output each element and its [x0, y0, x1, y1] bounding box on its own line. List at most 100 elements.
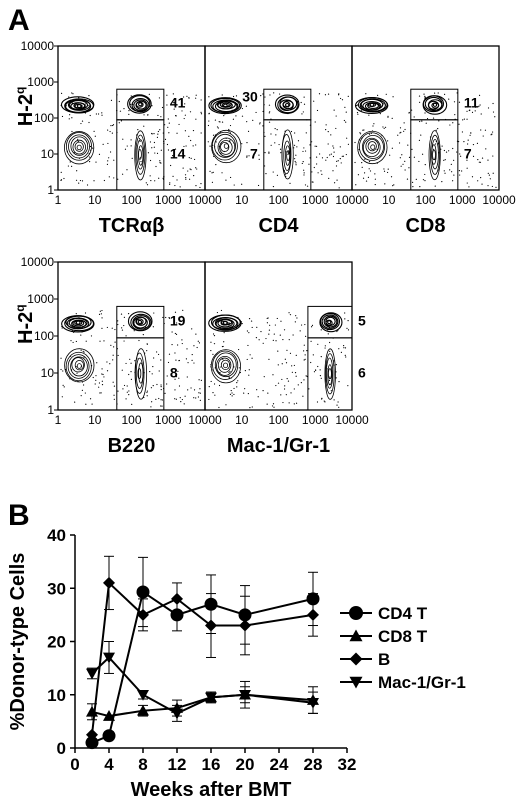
- event-dot: [192, 145, 194, 147]
- event-dot: [80, 395, 82, 397]
- event-dot: [98, 382, 101, 384]
- event-dot: [101, 380, 103, 382]
- event-dot: [101, 368, 103, 370]
- event-dot: [268, 151, 270, 153]
- event-dot: [259, 122, 261, 124]
- event-dot: [185, 358, 188, 360]
- contour-line: [217, 357, 232, 373]
- event-dot: [303, 359, 305, 361]
- event-dot: [168, 122, 170, 124]
- event-dot: [62, 384, 64, 386]
- event-dot: [72, 341, 74, 344]
- event-dot: [200, 99, 202, 101]
- event-dot: [171, 331, 173, 333]
- event-dot: [313, 166, 315, 169]
- contour-line: [65, 132, 92, 161]
- event-dot: [449, 124, 451, 126]
- event-dot: [208, 386, 210, 388]
- data-point-diamond: [307, 608, 319, 621]
- event-dot: [266, 403, 268, 405]
- event-dot: [368, 114, 370, 116]
- event-dot: [186, 376, 188, 378]
- contour-line: [210, 349, 241, 384]
- event-dot: [192, 129, 195, 132]
- event-dot: [153, 146, 155, 148]
- contour-line: [64, 348, 95, 383]
- event-dot: [311, 171, 313, 173]
- event-dot: [152, 385, 154, 387]
- event-dot: [466, 167, 468, 169]
- event-dot: [171, 343, 173, 346]
- event-dot: [103, 340, 105, 342]
- event-dot: [111, 124, 114, 127]
- event-dot: [118, 122, 120, 124]
- event-dot: [337, 160, 339, 162]
- event-dot: [176, 132, 178, 134]
- event-dot: [386, 171, 389, 174]
- event-dot: [477, 158, 479, 161]
- event-dot: [268, 112, 270, 114]
- event-dot: [472, 155, 475, 157]
- event-dot: [404, 169, 406, 171]
- event-dot: [458, 123, 460, 125]
- event-dot: [361, 162, 363, 164]
- event-dot: [151, 401, 153, 403]
- event-dot: [214, 119, 217, 121]
- event-dot: [294, 372, 297, 374]
- x-tick-label: 100: [121, 413, 141, 427]
- event-dot: [119, 110, 122, 112]
- event-dot: [256, 326, 258, 328]
- event-dot: [103, 179, 105, 182]
- event-dot: [110, 99, 113, 101]
- event-dot: [249, 407, 251, 409]
- event-dot: [212, 333, 215, 335]
- event-dot: [210, 380, 212, 383]
- event-dot: [255, 111, 257, 114]
- event-dot: [147, 114, 149, 116]
- event-dot: [185, 176, 187, 179]
- event-dot: [262, 93, 264, 95]
- event-dot: [401, 154, 403, 156]
- event-dot: [258, 143, 260, 145]
- event-dot: [258, 339, 260, 341]
- event-dot: [123, 316, 125, 318]
- event-dot: [121, 327, 123, 329]
- event-dot: [84, 392, 86, 394]
- event-dot: [114, 341, 116, 343]
- event-dot: [112, 124, 115, 126]
- event-dot: [492, 172, 494, 174]
- y-tick-label: 20: [47, 633, 66, 652]
- event-dot: [60, 179, 63, 181]
- event-dot: [126, 145, 128, 147]
- event-dot: [302, 111, 304, 113]
- event-dot: [374, 173, 376, 175]
- event-dot: [122, 138, 124, 140]
- event-dot: [99, 310, 101, 312]
- event-dot: [484, 129, 487, 131]
- event-dot: [281, 378, 283, 381]
- event-dot: [425, 122, 427, 124]
- event-dot: [335, 127, 337, 130]
- event-dot: [149, 159, 152, 162]
- event-dot: [95, 379, 97, 381]
- event-dot: [272, 374, 274, 376]
- event-dot: [304, 184, 307, 186]
- y-tick-label: 10: [41, 147, 55, 161]
- event-dot: [360, 109, 362, 111]
- event-dot: [456, 151, 458, 153]
- contour-line: [274, 94, 300, 114]
- event-dot: [399, 157, 401, 159]
- event-dot: [172, 154, 174, 157]
- event-dot: [377, 94, 379, 96]
- event-dot: [257, 396, 259, 398]
- event-dot: [287, 151, 290, 153]
- contour-line: [208, 97, 242, 115]
- event-dot: [355, 105, 358, 107]
- data-point-triangle-down: [103, 652, 115, 664]
- event-dot: [180, 324, 182, 326]
- event-dot: [419, 120, 421, 123]
- event-dot: [97, 113, 100, 115]
- event-dot: [232, 95, 235, 98]
- event-dot: [210, 349, 212, 352]
- event-dot: [243, 392, 245, 394]
